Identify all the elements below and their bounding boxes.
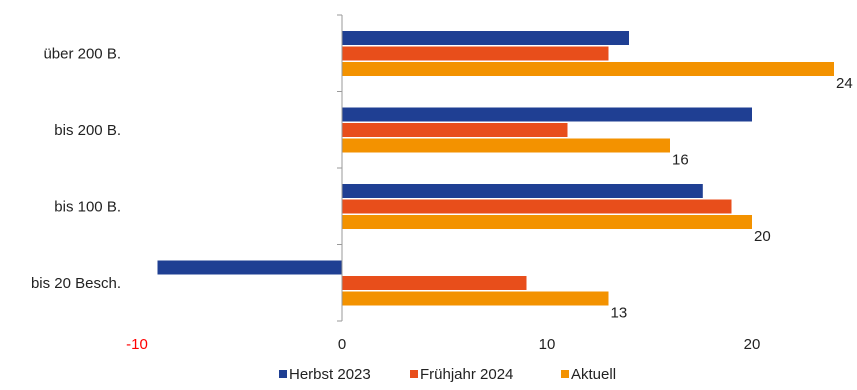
data-label: 24 (836, 75, 853, 92)
bar (342, 199, 732, 214)
bar (157, 260, 342, 275)
bar (342, 107, 752, 122)
bar (342, 46, 609, 61)
legend-label: Aktuell (571, 366, 616, 383)
category-label: bis 20 Besch. (31, 275, 121, 292)
legend-swatch (410, 370, 418, 378)
data-label: 16 (672, 152, 689, 169)
bar (342, 62, 834, 76)
bar (342, 123, 568, 137)
category-label: über 200 B. (43, 45, 121, 62)
x-tick-label: 10 (539, 336, 556, 353)
bar (342, 138, 670, 153)
bar (342, 276, 527, 290)
legend-swatch (279, 370, 287, 378)
x-tick-label: 0 (338, 336, 346, 353)
bar (342, 184, 703, 198)
labels-layer: 24 über 200 B. 16 bis 200 B. 20 bis 100 B. 13 b… (31, 45, 853, 353)
bar (342, 31, 629, 45)
legend-label: Herbst 2023 (289, 366, 371, 383)
bar (342, 291, 609, 306)
x-tick-label: 20 (744, 336, 761, 353)
bar (342, 215, 752, 229)
x-tick-label: -10 (126, 336, 148, 353)
legend-swatch (561, 370, 569, 378)
data-label: 20 (754, 228, 771, 245)
axis-layer (337, 14, 343, 322)
category-label: bis 200 B. (54, 122, 121, 139)
data-label: 13 (611, 305, 628, 322)
legend-label: Frühjahr 2024 (420, 366, 513, 383)
category-label: bis 100 B. (54, 198, 121, 215)
bars-layer (157, 31, 834, 306)
legend: Herbst 2023 Frühjahr 2024 Aktuell (279, 366, 616, 383)
